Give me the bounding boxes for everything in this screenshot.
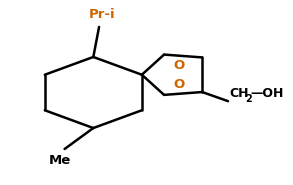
Text: —OH: —OH	[250, 87, 284, 100]
Text: Pr-i: Pr-i	[89, 8, 115, 21]
Text: CH: CH	[229, 87, 249, 100]
Text: O: O	[173, 78, 185, 91]
Text: 2: 2	[245, 94, 252, 104]
Text: Me: Me	[49, 154, 71, 166]
Text: O: O	[173, 59, 185, 72]
